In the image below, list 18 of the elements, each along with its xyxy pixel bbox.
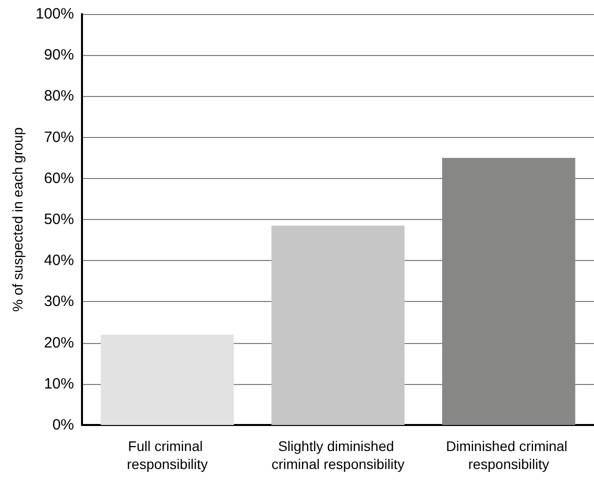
y-tick-label: 40% [44,252,74,270]
x-tick-label: Full criminal responsibility [126,438,208,472]
y-tick-label: 0% [52,416,74,434]
y-tick-label: 30% [44,293,74,310]
x-tick-label: Diminished criminal responsibility [446,438,572,472]
y-tick-label: 60% [44,170,74,187]
y-tick-label: 70% [44,128,74,146]
y-tick-label: 20% [44,334,74,352]
y-tick-label: 90% [44,46,74,64]
bar [271,226,405,425]
y-tick-label: 50% [44,211,74,228]
bar [100,334,234,425]
y-tick-label: 10% [44,375,74,392]
y-tick-label: 80% [44,88,74,105]
bar [442,158,576,425]
y-axis-title: % of suspected in each group [10,127,26,312]
x-tick-label: Slightly diminished criminal responsibility [271,438,405,472]
y-tick-label: 100% [36,6,74,22]
